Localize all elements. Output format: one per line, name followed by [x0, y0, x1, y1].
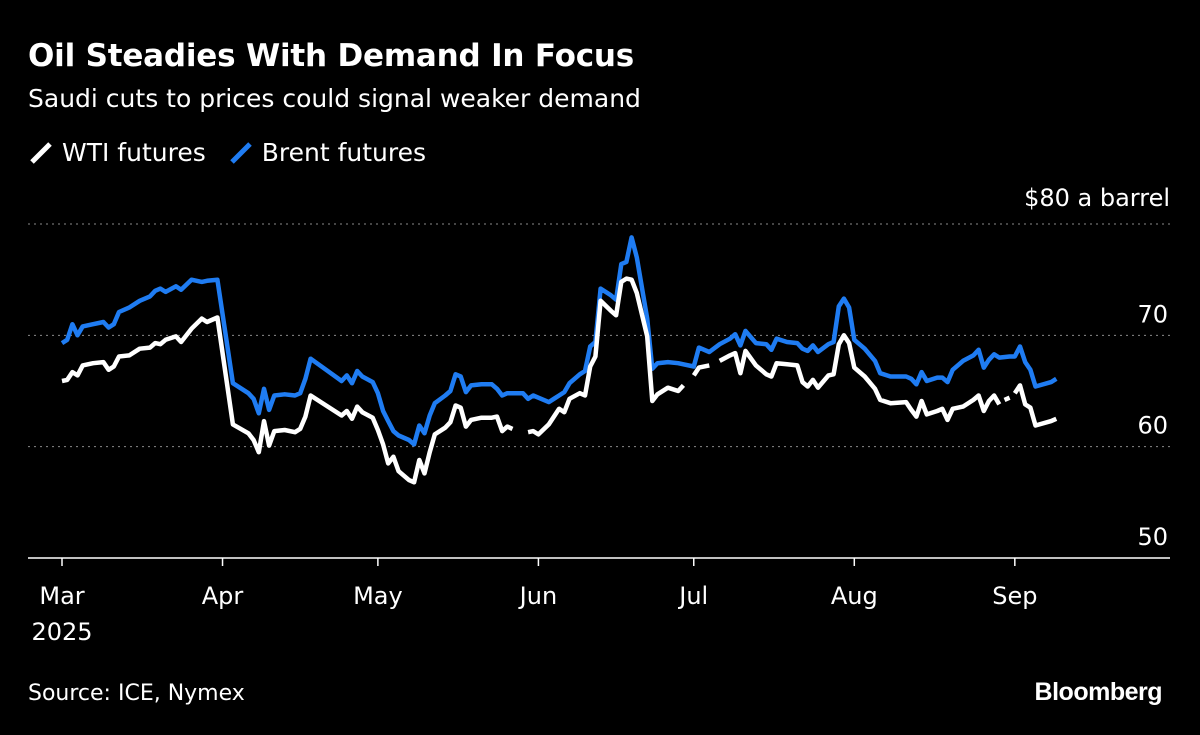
x-tick-label-jul: Jul	[677, 582, 708, 610]
x-tick-year-label: 2025	[31, 618, 92, 646]
brand-logo: Bloomberg	[1034, 678, 1163, 706]
x-tick-label-apr: Apr	[202, 582, 244, 610]
x-tick-label-jun: Jun	[518, 582, 558, 610]
x-tick-label-may: May	[353, 582, 403, 610]
y-axis-unit-label: $80 a barrel	[1024, 184, 1170, 212]
chart-subtitle: Saudi cuts to prices could signal weaker…	[28, 84, 641, 113]
series-line-wti-seg-4	[1003, 395, 1011, 402]
legend-label-brent: Brent futures	[261, 138, 427, 167]
legend-label-wti: WTI futures	[62, 138, 206, 167]
x-tick-label-mar: Mar	[39, 582, 84, 610]
legend-swatch-brent	[229, 141, 252, 164]
y-tick-label-70: 70	[1137, 300, 1168, 328]
y-tick-label-50: 50	[1137, 523, 1168, 551]
chart-title: Oil Steadies With Demand In Focus	[28, 38, 635, 74]
series-line-wti-seg-2	[691, 363, 710, 377]
source-note: Source: ICE, Nymex	[28, 681, 245, 706]
legend: WTI futures Brent futures	[28, 138, 426, 167]
legend-swatch-wti	[30, 141, 52, 164]
legend-item-wti: WTI futures	[28, 138, 206, 167]
series-line-wti-seg-1	[527, 276, 686, 437]
series-line-wti-seg-5	[1012, 383, 1058, 428]
y-tick-label-60: 60	[1137, 412, 1168, 440]
series-line-brent	[60, 235, 1058, 447]
x-tick-label-aug: Aug	[831, 582, 878, 610]
series-line-wti-seg-3	[718, 333, 1002, 423]
x-tick-label-sep: Sep	[992, 582, 1037, 610]
legend-item-brent: Brent futures	[228, 138, 426, 167]
series-line-wti-seg-0	[61, 315, 514, 485]
